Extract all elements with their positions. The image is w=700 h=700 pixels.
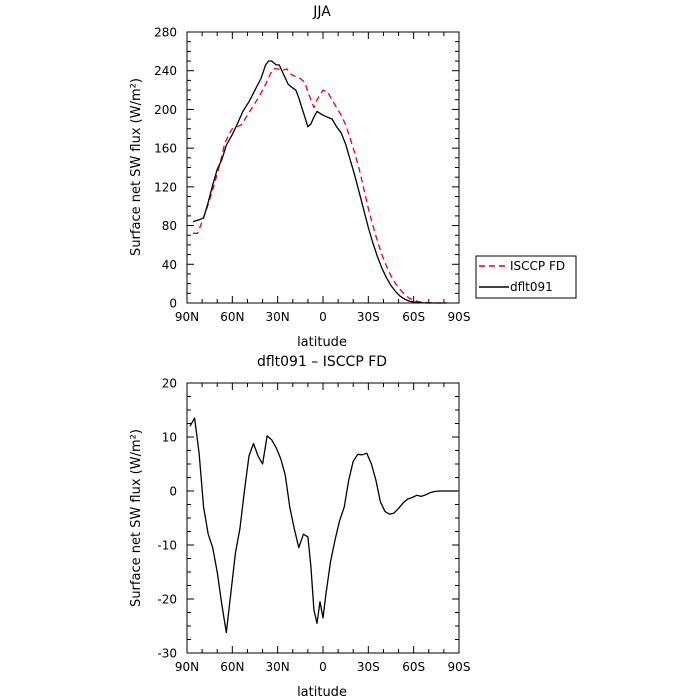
legend: ISCCP FD dflt091 (475, 255, 577, 299)
legend-box (475, 255, 577, 299)
series-line-dflt091 (192, 60, 447, 304)
x-tick-label: 60N (220, 660, 244, 674)
y-tick-label: 20 (162, 377, 177, 391)
x-tick-label: 60S (402, 660, 425, 674)
y-tick-label: 280 (154, 26, 177, 40)
x-tick-label: 90S (448, 310, 471, 324)
y-tick-label: 40 (162, 258, 177, 272)
series-line-difference (189, 417, 458, 634)
plot-frame (186, 382, 460, 654)
y-tick-label: -10 (157, 539, 177, 553)
y-tick-label: 240 (154, 64, 177, 78)
x-tick-label: 90N (175, 660, 199, 674)
legend-label-isccp: ISCCP FD (510, 259, 565, 273)
x-axis-label: latitude (297, 685, 347, 700)
x-tick-label: 90S (448, 660, 471, 674)
y-tick-label: 200 (154, 103, 177, 117)
y-tick-label: 80 (162, 219, 177, 233)
x-tick-label: 30N (266, 660, 290, 674)
y-tick-label: -20 (157, 593, 177, 607)
plot-frame (186, 31, 460, 304)
x-axis-label: latitude (297, 335, 347, 350)
y-tick-label: 160 (154, 142, 177, 156)
chart-title: dflt091 – ISCCP FD (257, 354, 387, 370)
y-axis-label: Surface net SW flux (W/m²) (129, 78, 144, 256)
y-tick-label: 120 (154, 180, 177, 194)
top-panel: JJA latitude Surface net SW flux (W/m²) … (129, 4, 470, 350)
y-tick-label: -30 (157, 647, 177, 661)
y-axis-label: Surface net SW flux (W/m²) (129, 429, 144, 607)
x-tick-label: 30S (357, 660, 380, 674)
chart-title: JJA (312, 4, 331, 20)
y-tick-label: 10 (162, 431, 177, 445)
y-tick-label: 0 (169, 297, 177, 311)
x-tick-label: 0 (319, 660, 327, 674)
x-tick-label: 30N (266, 310, 290, 324)
x-tick-label: 0 (319, 310, 327, 324)
series-line-isccp-fd (193, 68, 447, 304)
legend-label-dflt091: dflt091 (510, 280, 553, 294)
x-tick-label: 90N (175, 310, 199, 324)
x-tick-label: 60N (220, 310, 244, 324)
y-tick-label: 0 (169, 485, 177, 499)
x-tick-label: 30S (357, 310, 380, 324)
bottom-panel: dflt091 – ISCCP FD latitude Surface net … (129, 354, 470, 700)
x-tick-label: 60S (402, 310, 425, 324)
